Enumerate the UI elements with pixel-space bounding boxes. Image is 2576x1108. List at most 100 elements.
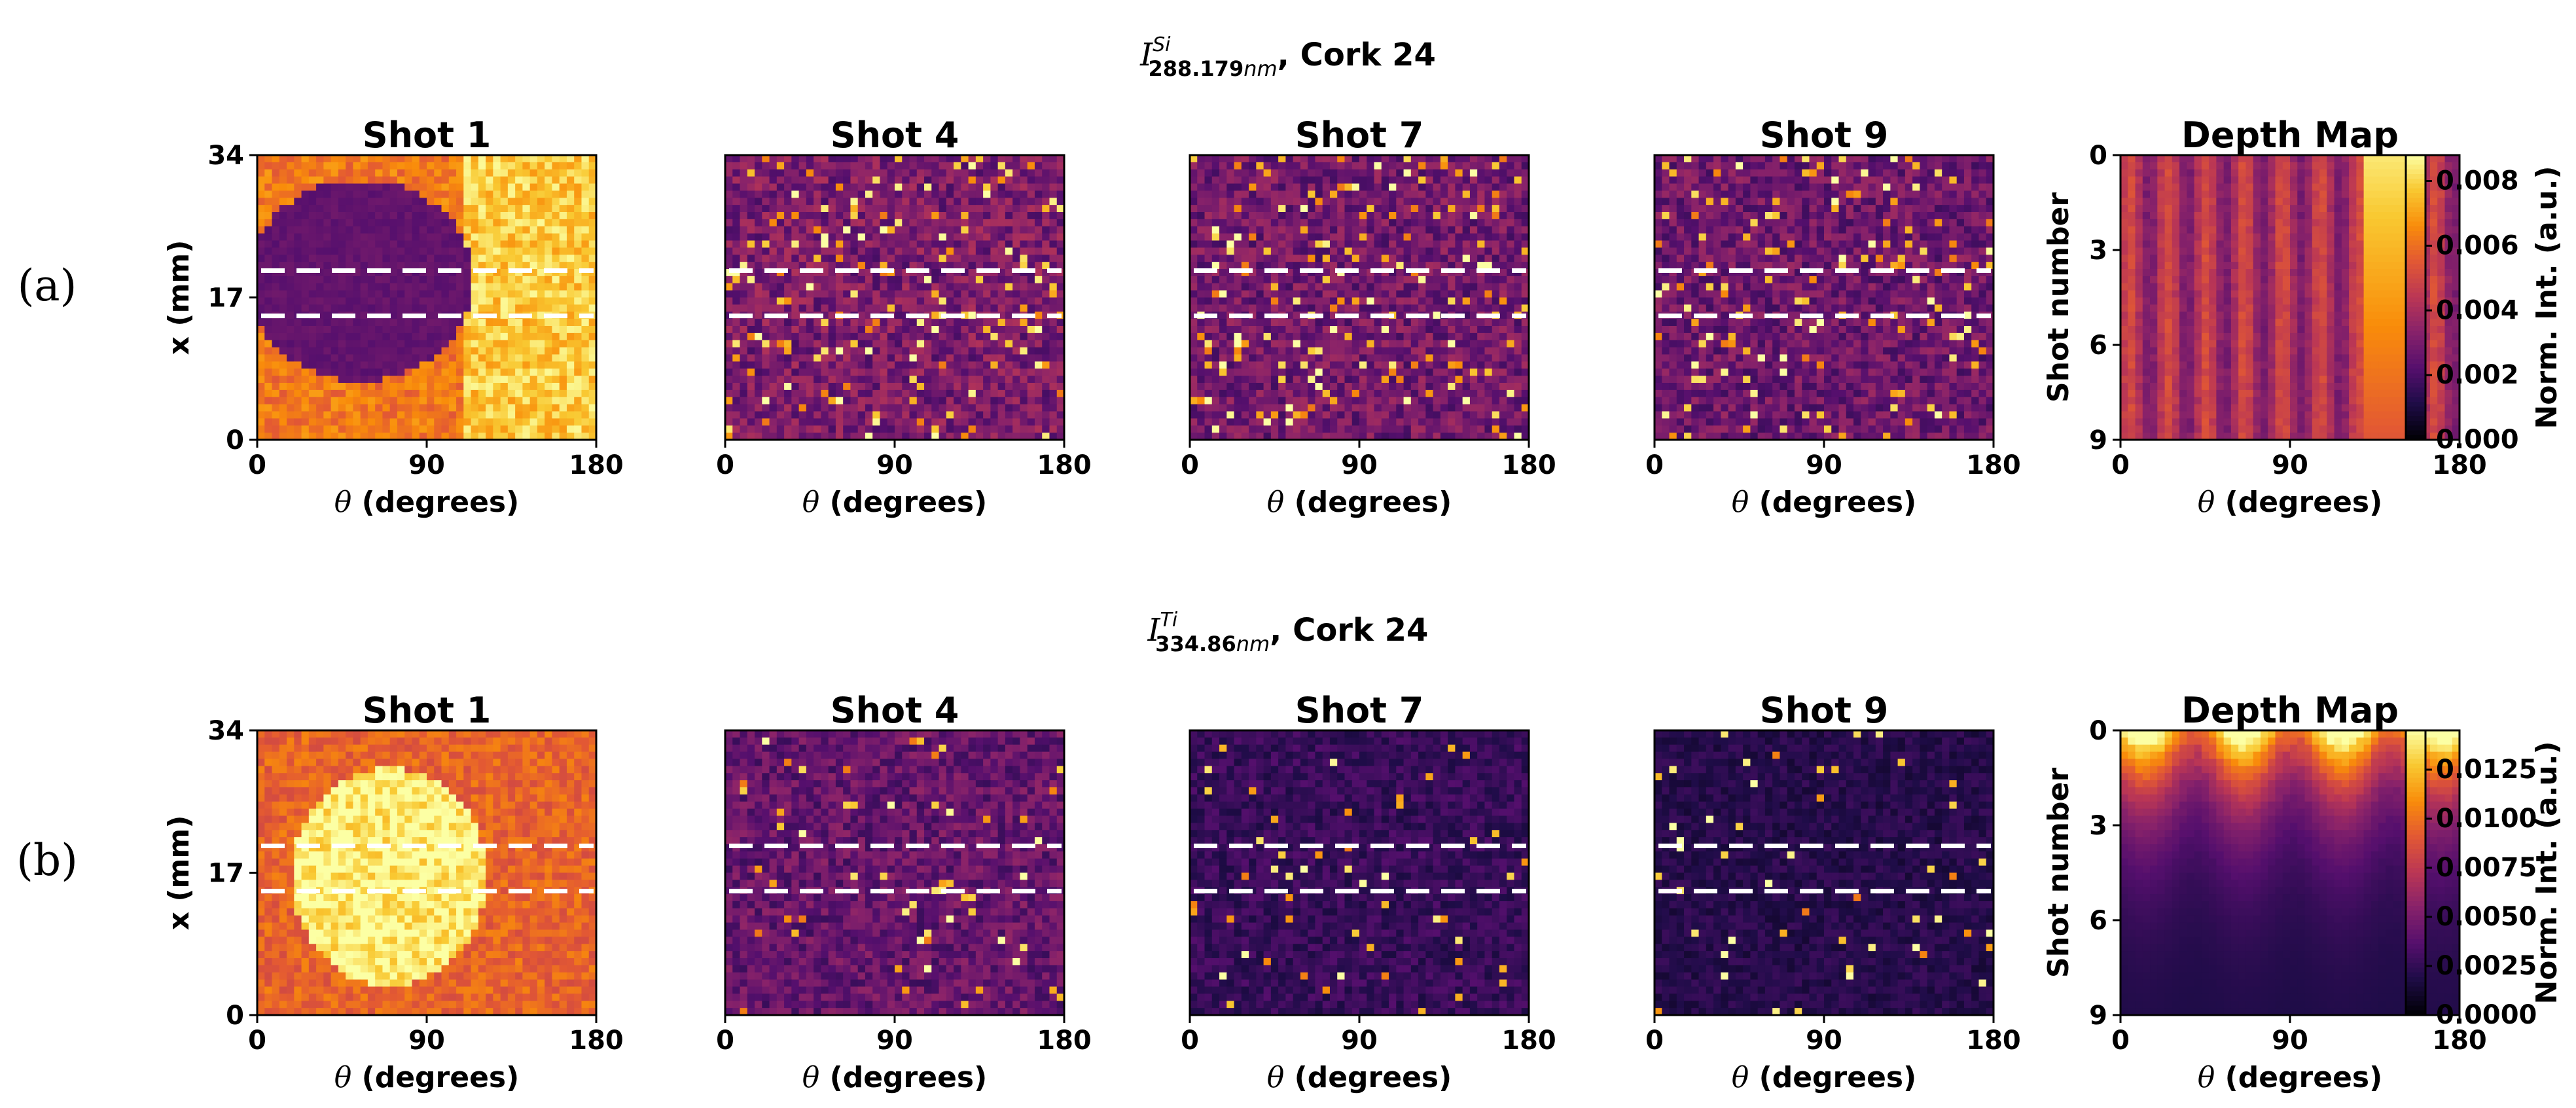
heatmap-cell [1330,291,1338,298]
heatmap-cell [294,177,302,184]
heatmap-cell [404,390,412,397]
heatmap-cell [463,355,471,362]
heatmap-cell [404,404,412,412]
heatmap-cell [747,241,755,248]
heatmap-cell [427,241,435,248]
heatmap-cell [567,412,575,419]
heatmap-cell [287,425,295,433]
heatmap-cell [1028,177,1035,184]
heatmap-cell [806,326,814,333]
heatmap-cell [508,177,516,184]
heatmap-cell [382,376,390,383]
heatmap-cell [353,262,361,269]
heatmap-cell [545,212,552,219]
heatmap-cell [946,255,954,262]
heatmap-cell [990,418,998,425]
heatmap-cell [770,418,778,425]
heatmap-cell [530,283,538,291]
heatmap-cell [1323,247,1331,255]
heatmap-cell [1352,234,1360,241]
heatmap-cell [969,269,976,276]
heatmap-cell [910,412,918,419]
heatmap-cell [917,205,925,212]
heatmap-cell [309,262,317,269]
heatmap-cell [924,190,932,198]
heatmap-cell [331,333,339,340]
heatmap-cell [1389,241,1397,248]
heatmap-cell [1499,177,1507,184]
heatmap-cell [872,255,880,262]
heatmap-cell [725,283,733,291]
heatmap-cell [1411,247,1419,255]
heatmap-cell [1448,283,1456,291]
heatmap-cell [581,348,589,355]
heatmap-cell [1256,212,1264,219]
heatmap-cell [784,247,792,255]
heatmap-cell [858,340,866,348]
heatmap-cell [1035,170,1043,177]
heatmap-cell [821,170,829,177]
heatmap-cell [1293,155,1301,162]
heatmap-cell [1205,241,1213,248]
heatmap-cell [279,276,287,283]
heatmap-cell [740,177,748,184]
heatmap-cell [821,348,829,355]
heatmap-cell [449,241,457,248]
heatmap-cell [257,255,265,262]
heatmap-cell [522,368,530,376]
heatmap-cell [530,348,538,355]
heatmap-cell [998,291,1006,298]
heatmap-cell [910,333,918,340]
heatmap-cell [850,418,858,425]
heatmap-cell [799,177,807,184]
heatmap-cell [924,184,932,191]
heatmap-cell [404,361,412,368]
heatmap-cell [924,241,932,248]
heatmap-cell [471,333,479,340]
heatmap-cell [1256,304,1264,312]
heatmap-cell [1359,298,1367,305]
heatmap-cell [983,418,991,425]
heatmap-cell [338,184,346,191]
heatmap-cell [1404,262,1412,269]
heatmap-cell [434,198,442,205]
heatmap-cell [397,418,405,425]
heatmap-cell [1278,226,1286,234]
heatmap-cell [581,355,589,362]
heatmap-cell [1330,170,1338,177]
heatmap-cell [545,418,552,425]
heatmap-cell [1484,219,1492,226]
heatmap-cell [983,383,991,390]
heatmap-cell [799,170,807,177]
heatmap-cell [530,418,538,425]
heatmap-cell [961,390,969,397]
heatmap-cell [998,241,1006,248]
heatmap-cell [961,304,969,312]
heatmap-cell [858,291,866,298]
heatmap-cell [397,262,405,269]
heatmap-cell [1197,283,1205,291]
heatmap-cell [1005,170,1013,177]
heatmap-cell [1028,348,1035,355]
heatmap-cell [294,162,302,170]
heatmap-cell [1256,162,1264,170]
heatmap-cell [740,241,748,248]
heatmap-cell [1396,184,1404,191]
heatmap-cell [1389,198,1397,205]
heatmap-cell [850,283,858,291]
heatmap-cell [747,412,755,419]
heatmap-cell [1242,205,1249,212]
heatmap-cell [501,425,509,433]
heatmap-cell [976,368,984,376]
heatmap-cell [1042,212,1050,219]
heatmap-cell [1042,255,1050,262]
heatmap-cell [530,255,538,262]
heatmap-cell [910,383,918,390]
heatmap-cell [1507,205,1514,212]
heatmap-cell [1035,340,1043,348]
heatmap-cell [784,255,792,262]
heatmap-cell [895,269,903,276]
heatmap-cell [508,390,516,397]
heatmap-cell [1367,162,1374,170]
heatmap-cell [902,348,910,355]
